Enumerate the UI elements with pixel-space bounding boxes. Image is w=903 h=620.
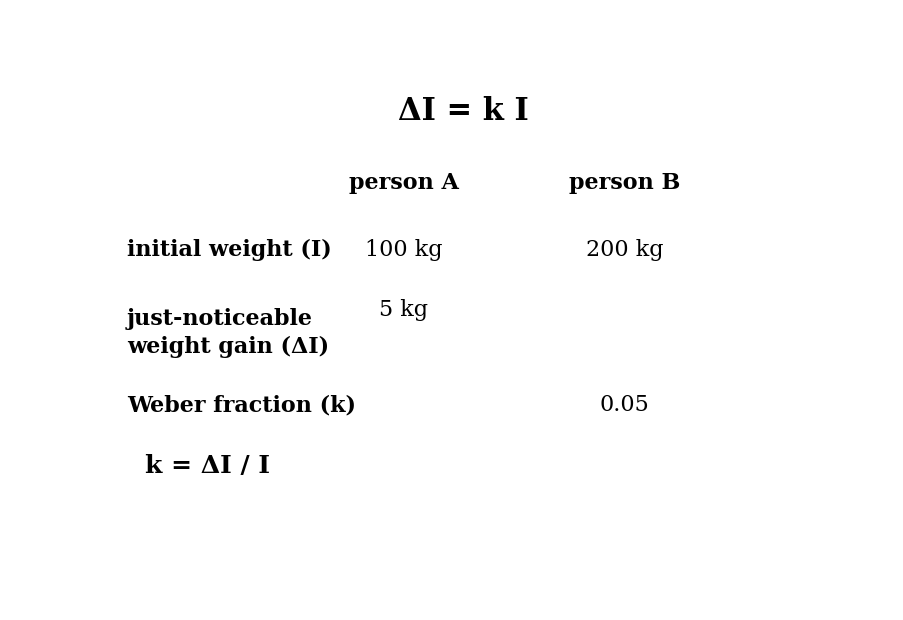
Text: person B: person B <box>568 172 679 194</box>
Text: 200 kg: 200 kg <box>585 239 663 261</box>
Text: k = ΔI / I: k = ΔI / I <box>144 454 270 478</box>
Text: person A: person A <box>349 172 458 194</box>
Text: 0.05: 0.05 <box>599 394 648 416</box>
Text: 100 kg: 100 kg <box>365 239 442 261</box>
Text: 5 kg: 5 kg <box>379 299 428 321</box>
Text: just-noticeable
weight gain (ΔI): just-noticeable weight gain (ΔI) <box>126 308 329 358</box>
Text: initial weight (I): initial weight (I) <box>126 239 331 261</box>
Text: Weber fraction (k): Weber fraction (k) <box>126 394 356 416</box>
Text: ΔI = k I: ΔI = k I <box>397 96 528 127</box>
